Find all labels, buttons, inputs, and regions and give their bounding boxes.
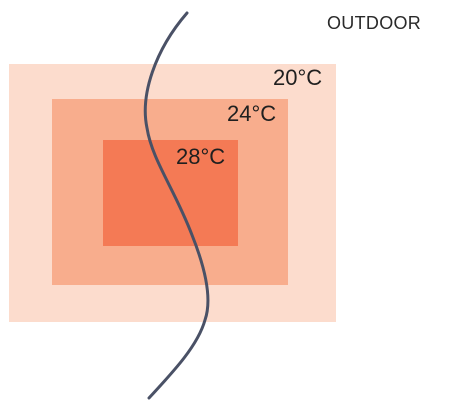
boundary-line — [143, 11, 210, 400]
zone-28c-label: 28°C — [176, 144, 226, 169]
zone-20c-label: 20°C — [273, 65, 323, 90]
zone-28c — [103, 140, 238, 246]
zone-24c-label: 24°C — [227, 101, 277, 126]
outdoor-label: OUTDOOR — [327, 13, 422, 33]
